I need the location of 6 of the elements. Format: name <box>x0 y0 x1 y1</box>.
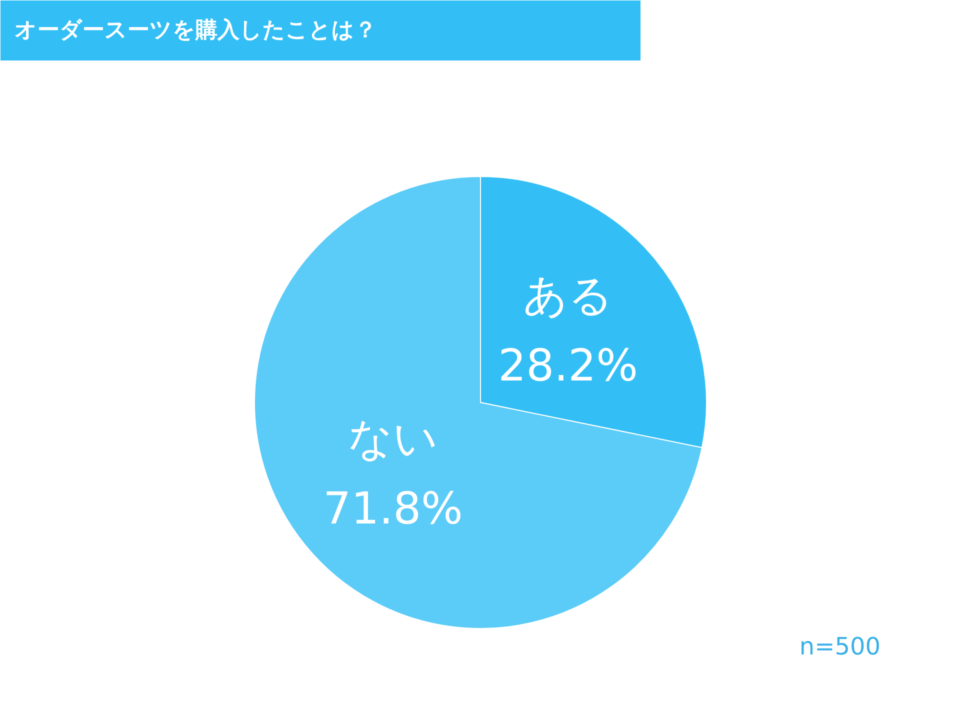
slice-label: ある <box>523 270 614 322</box>
data-label: 71.8% <box>323 483 463 534</box>
data-label: 28.2% <box>498 340 638 392</box>
slice-label: ない <box>348 413 438 464</box>
chart-title: オーダースーツを購入したことは？ <box>14 18 376 43</box>
text: n=500 <box>799 632 881 660</box>
